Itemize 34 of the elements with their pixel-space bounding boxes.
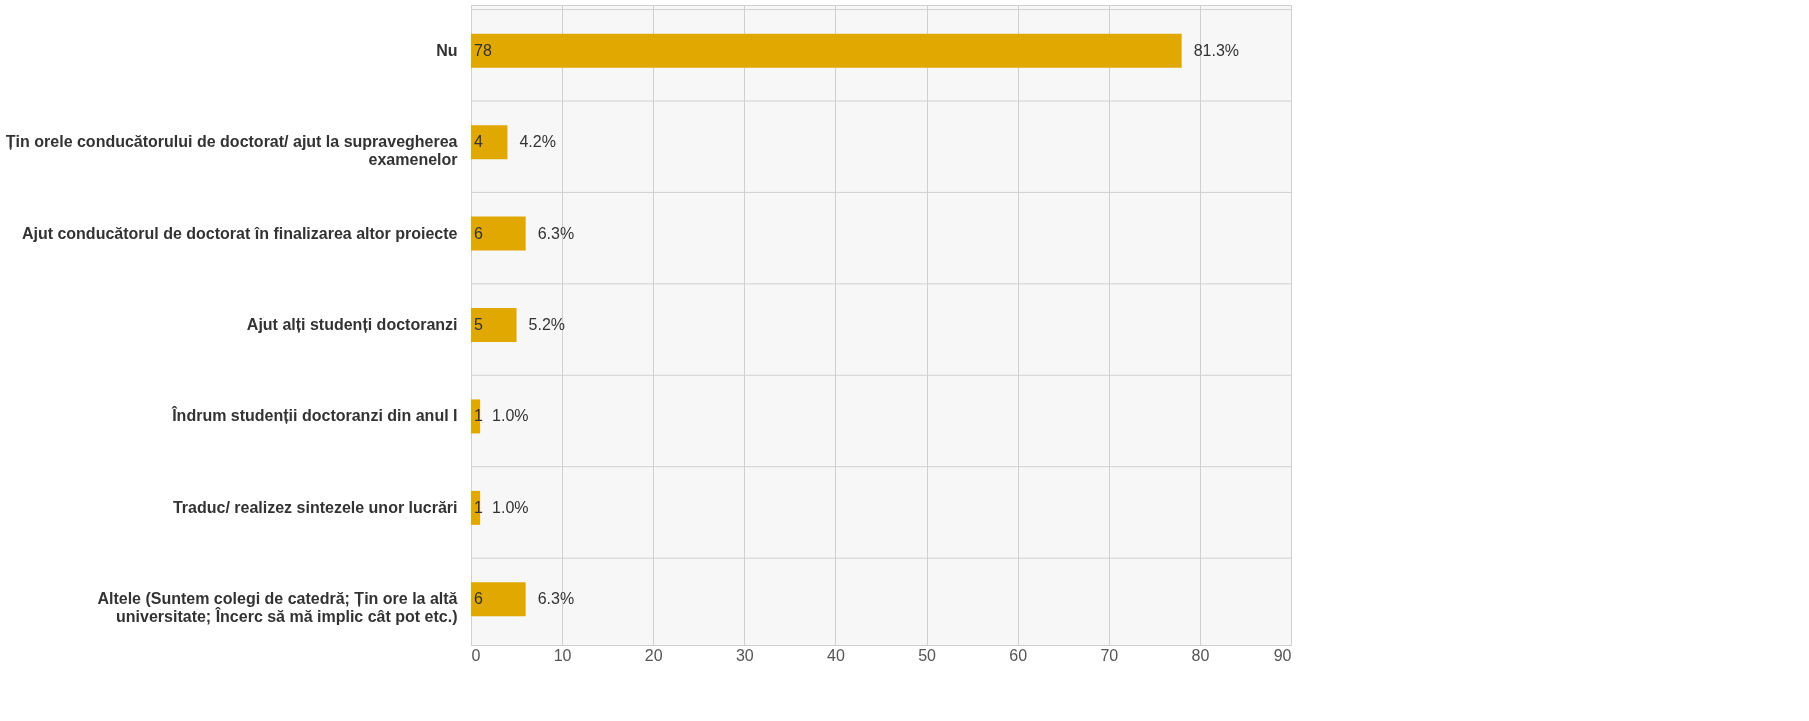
annotation: 6.3% [537,590,575,608]
annotation: 6.3% [537,224,575,242]
annotation: 1.0% [492,407,529,425]
y-tick-label: Țin orele conducătorului de doctorat/ ajut la supravegherea examenelor [5,133,458,169]
x-tick-label: 40 [827,646,845,664]
annotation: 5.2% [528,316,566,333]
data-label: 78 [474,41,492,59]
annotation: 4.2% [519,133,556,151]
data-label: 5 [474,316,483,333]
x-tick-label: 90 [1273,646,1292,664]
x-tick-label: 30 [735,646,754,664]
y-tick-label: Altele (Suntem colegi de catedră; Țin ore la altă universitate; Încerc să mă implic cât pot etc.) [97,590,458,626]
bar [471,582,526,617]
bar [471,33,1182,68]
x-tick-label: 0 [471,646,481,664]
x-tick-label: 20 [644,646,663,664]
x-tick-label: 80 [1191,646,1210,664]
annotation: 1.0% [492,498,529,516]
data-label: 6 [474,590,483,608]
y-tick-label: Nu [436,41,458,59]
y-tick-label: Îndrum studenții doctoranzi din anul I [171,406,458,425]
y-tick-label: Ajut alți studenți doctoranzi [246,316,458,333]
x-tick-label: 10 [553,646,572,664]
x-tick-label: 50 [918,646,937,664]
x-tick-label: 60 [1009,646,1028,664]
x-tick-label: 70 [1100,646,1119,664]
data-label: 4 [474,133,483,151]
bar [471,308,517,342]
bar [471,125,508,160]
y-tick-label: Ajut conducătorul de doctorat în finalizarea altor proiecte [21,224,458,242]
data-label: 6 [474,224,483,242]
bar [471,216,526,251]
annotation: 81.3% [1193,41,1240,59]
y-tick-label: Traduc/ realizez sintezele unor lucrări [172,498,458,516]
